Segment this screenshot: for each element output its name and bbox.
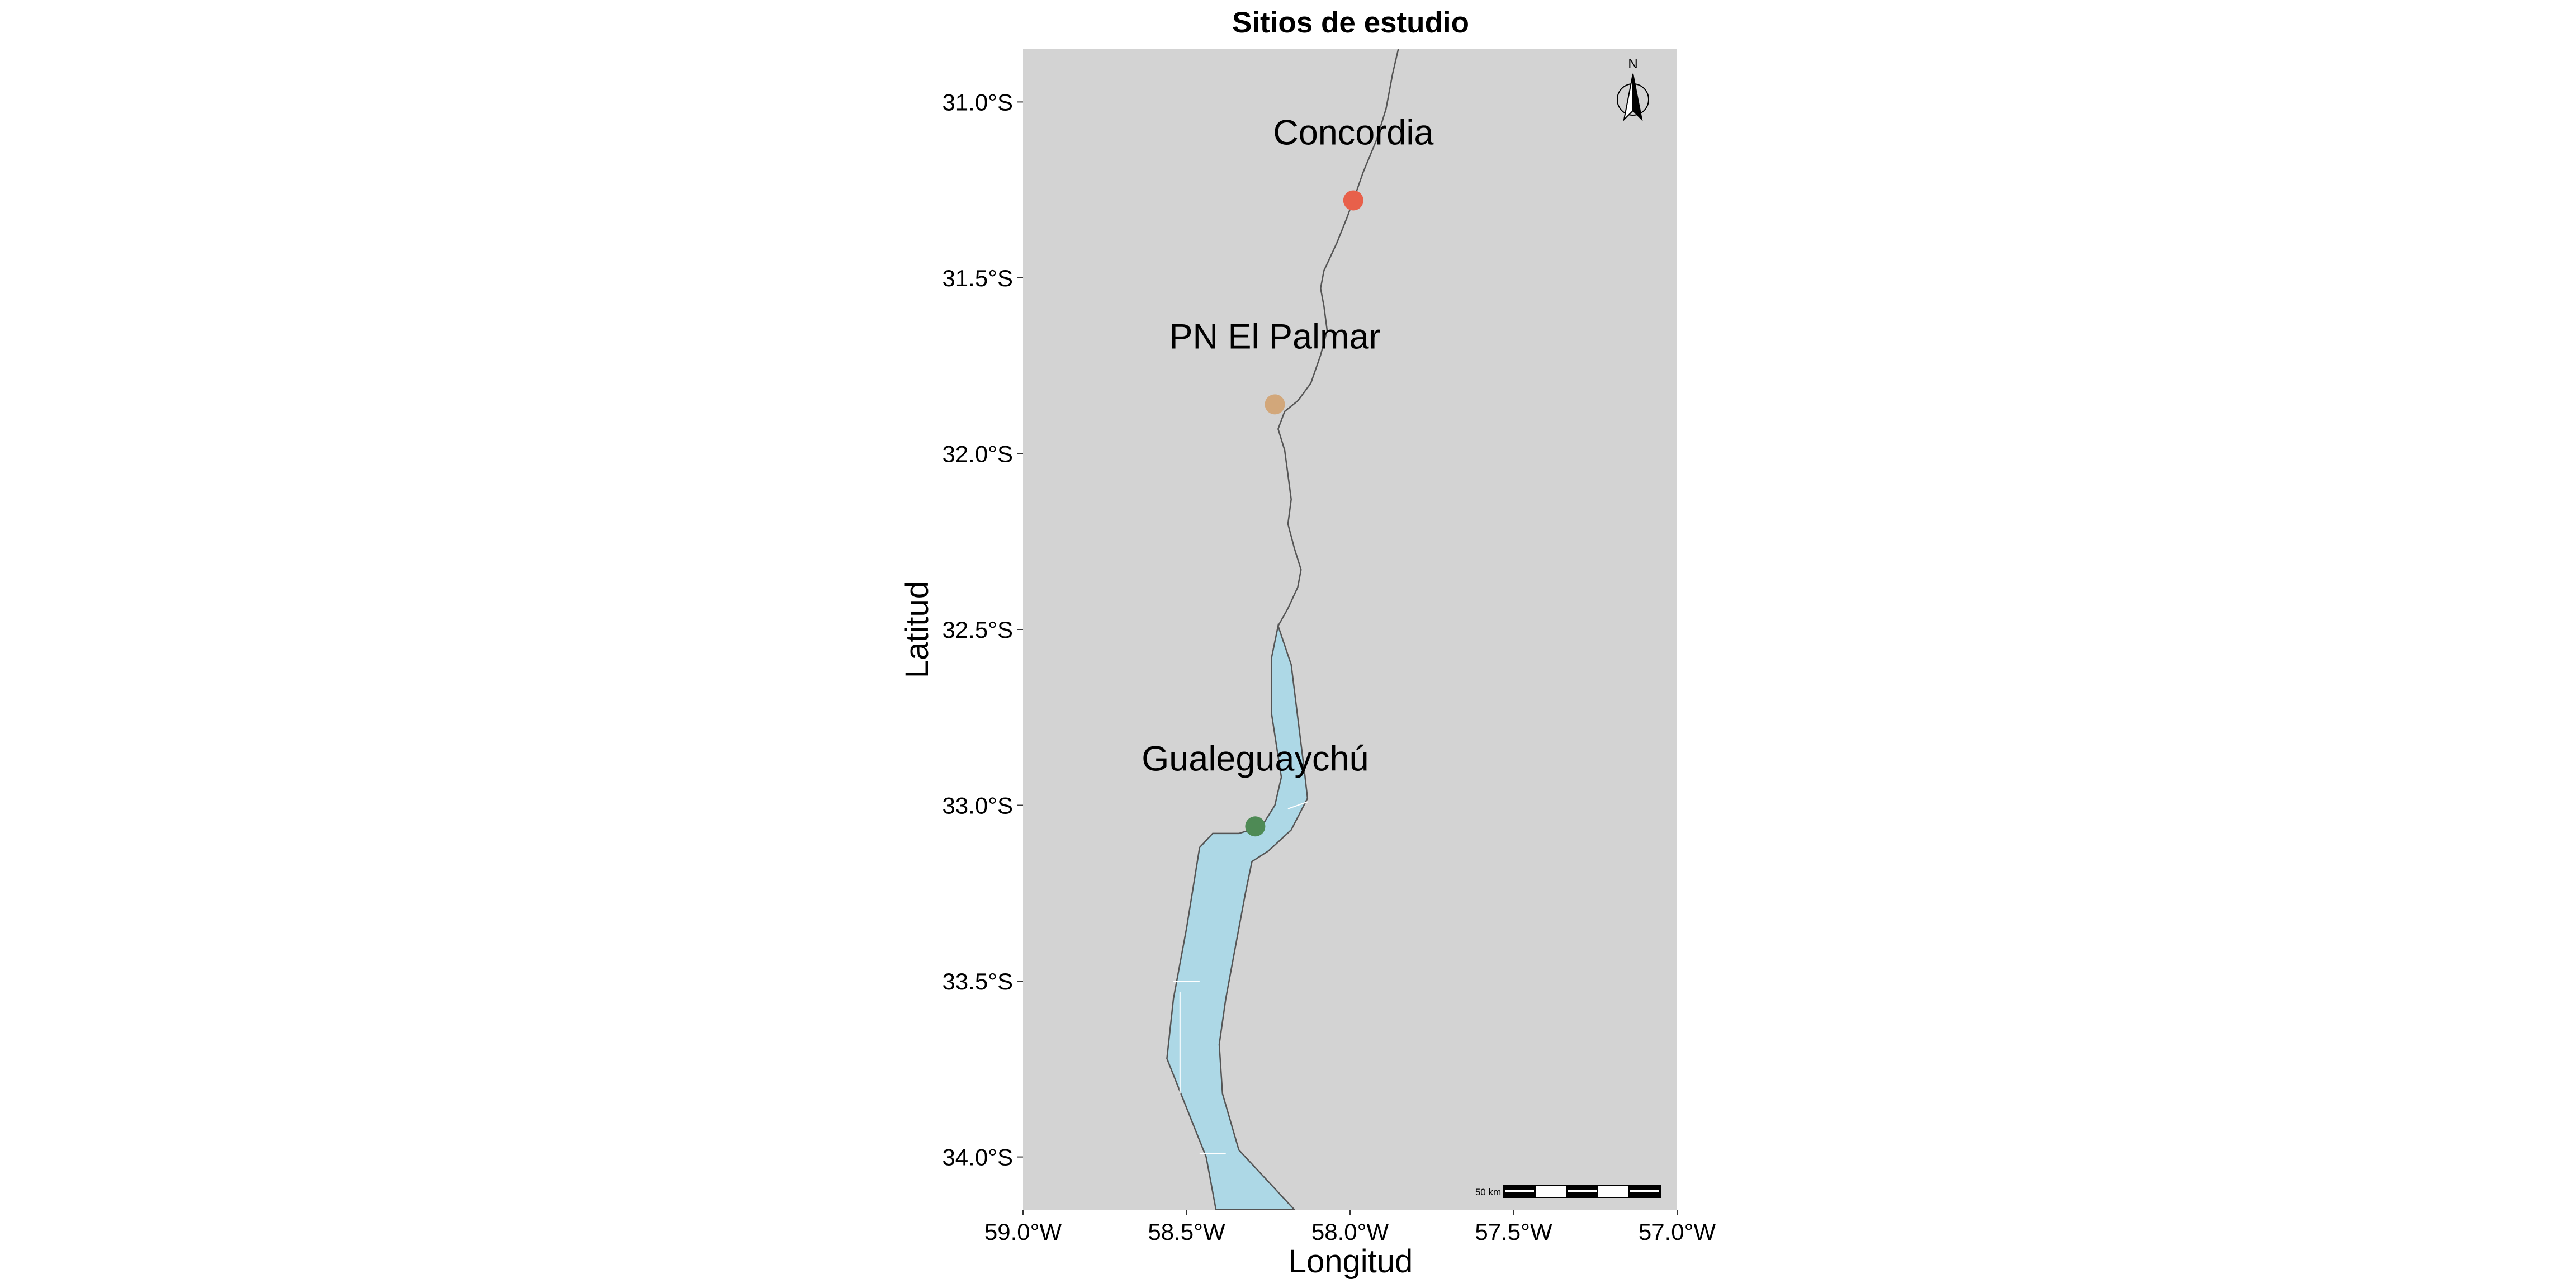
scale-bar-inner-white-2 <box>1568 1190 1597 1192</box>
y-axis-title: Latitud <box>899 581 935 678</box>
x-axis-title: Longitud <box>1289 1243 1413 1280</box>
map-panel <box>1023 49 1677 1210</box>
river-line <box>1277 49 1399 627</box>
scale-bar-inner-white-3 <box>1630 1190 1659 1192</box>
y-tick-label: 33.5°S <box>942 968 1013 995</box>
x-tick-label: 58.0°W <box>1311 1219 1389 1245</box>
x-tick-label: 58.5°W <box>1148 1219 1225 1245</box>
y-tick-label: 31.0°S <box>942 89 1013 115</box>
site-marker-2 <box>1265 394 1285 415</box>
y-tick-label: 31.5°S <box>942 265 1013 291</box>
site-marker-1 <box>1343 190 1363 211</box>
north-arrow: N <box>1617 56 1649 122</box>
scale-bar: 50 km <box>1475 1185 1661 1198</box>
x-tick-label: 57.5°W <box>1475 1219 1552 1245</box>
scale-bar-label: 50 km <box>1475 1187 1501 1197</box>
site-label-2: PN El Palmar <box>1169 317 1380 356</box>
water-internal-lines <box>1173 801 1308 1154</box>
scale-bar-segment-4 <box>1597 1185 1630 1198</box>
north-arrow-dark-half-icon <box>1632 73 1643 122</box>
y-tick-label: 32.0°S <box>942 441 1013 467</box>
x-tick-label: 59.0°W <box>984 1219 1062 1245</box>
map-title: Sitios de estudio <box>1232 6 1469 39</box>
site-markers: Concordia PN El Palmar Gualeguaychú <box>1142 113 1434 837</box>
y-axis-ticks: 31.0°S 31.5°S 32.0°S 32.5°S 33.0°S 33.5°S 34.0… <box>942 89 1023 1171</box>
x-axis-ticks: 59.0°W 58.5°W 58.0°W 57.5°W 57.0°W <box>984 1210 1716 1245</box>
water-internal-line <box>1287 801 1308 809</box>
y-tick-label: 34.0°S <box>942 1144 1013 1171</box>
y-tick-label: 33.0°S <box>942 793 1013 819</box>
y-tick-label: 32.5°S <box>942 617 1013 643</box>
x-tick-label: 57.0°W <box>1639 1219 1716 1245</box>
site-marker-3 <box>1245 816 1266 837</box>
scale-bar-inner-white-1 <box>1505 1190 1534 1192</box>
site-label-3: Gualeguaychú <box>1142 739 1368 778</box>
site-label-1: Concordia <box>1273 113 1434 153</box>
north-arrow-label: N <box>1628 56 1637 72</box>
scale-bar-segment-2 <box>1535 1185 1567 1198</box>
